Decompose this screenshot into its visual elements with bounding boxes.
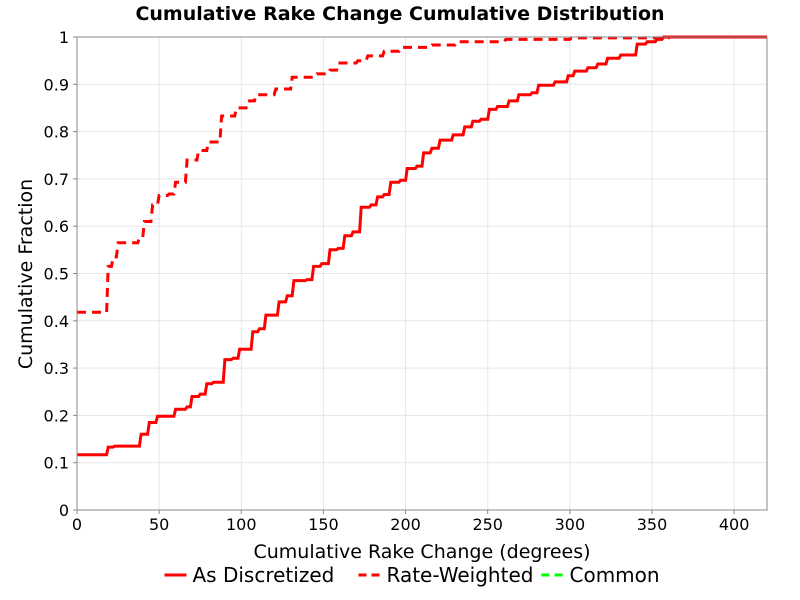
- y-tick-label: 0.9: [44, 75, 69, 94]
- x-tick-label: 350: [637, 515, 668, 534]
- x-tick-label: 200: [390, 515, 421, 534]
- y-tick-label: 0.7: [44, 170, 69, 189]
- legend-label: Common: [570, 563, 660, 587]
- y-tick-label: 0: [59, 501, 69, 520]
- x-axis-ticks: 0 50 100 150 200 250 300 350 400: [72, 510, 750, 534]
- chart-title: Cumulative Rake Change Cumulative Distri…: [135, 3, 664, 25]
- series-layer: [77, 35, 767, 457]
- y-axis-label: Cumulative Fraction: [15, 179, 37, 369]
- x-tick-label: 0: [72, 515, 82, 534]
- legend-item-common: Common: [541, 563, 660, 587]
- x-tick-label: 100: [226, 515, 257, 534]
- x-tick-label: 400: [719, 515, 750, 534]
- x-tick-label: 250: [472, 515, 503, 534]
- y-tick-label: 0.8: [44, 123, 69, 142]
- series-line-rate-weighted: [77, 35, 767, 314]
- legend-label: As Discretized: [193, 563, 335, 587]
- legend-item-as-discretized: As Discretized: [164, 563, 335, 587]
- x-tick-label: 150: [308, 515, 339, 534]
- y-tick-label: 0.5: [44, 265, 69, 284]
- y-tick-label: 0.4: [44, 312, 69, 331]
- y-tick-label: 0.2: [44, 406, 69, 425]
- legend-item-rate-weighted: Rate-Weighted: [358, 563, 534, 587]
- x-tick-label: 50: [149, 515, 169, 534]
- series-line-as-discretized: [77, 35, 767, 457]
- y-tick-label: 0.3: [44, 359, 69, 378]
- legend-label: Rate-Weighted: [387, 563, 534, 587]
- y-tick-label: 0.6: [44, 217, 69, 236]
- x-tick-label: 300: [555, 515, 586, 534]
- y-axis-ticks: 0 0.1 0.2 0.3 0.4 0.5 0.6 0.7 0.8 0.9 1: [44, 28, 77, 520]
- legend: As Discretized Rate-Weighted Common: [164, 563, 660, 587]
- y-tick-label: 1: [59, 28, 69, 47]
- y-tick-label: 0.1: [44, 454, 69, 473]
- x-axis-label: Cumulative Rake Change (degrees): [253, 541, 590, 563]
